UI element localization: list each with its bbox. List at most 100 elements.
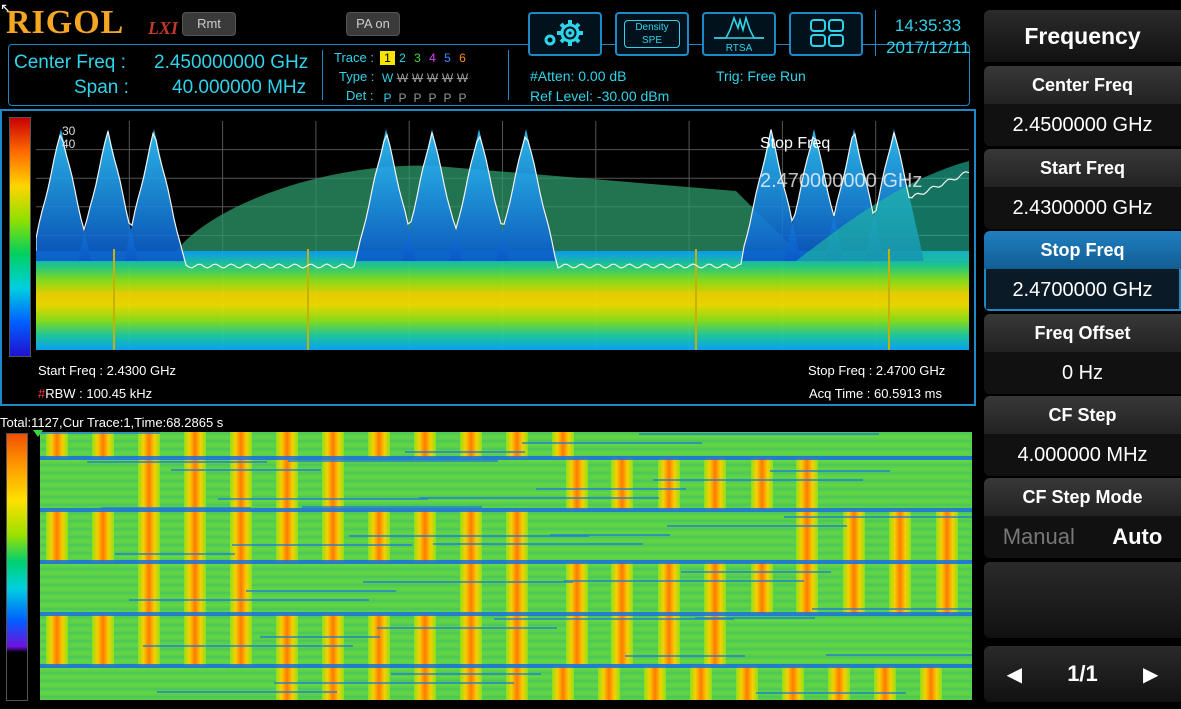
waterfall-burst [138,562,160,614]
waterfall-streak [302,506,482,508]
scale-tick-1: 30 [62,124,76,138]
waterfall-streak [377,627,557,629]
waterfall-streak [405,451,525,453]
waterfall-burst [598,666,620,700]
acq-time-readout: Acq Time : 60.5913 ms [809,386,942,401]
waterfall-burst [874,666,896,700]
waterfall-burst [704,562,726,614]
clock-date: 2017/12/11 [886,38,970,57]
span-value[interactable]: 40.000000 MHz [172,77,307,98]
waterfall-burst [138,458,160,510]
menu-item-cf-step-mode[interactable]: CF Step Mode Manual Auto [984,478,1181,558]
waterfall-burst [566,458,588,510]
menu-item-label: Start Freq [984,148,1181,187]
header-divider [322,50,323,100]
trace-label: Trace : [334,50,374,65]
waterfall-burst [506,432,528,458]
menu-item-start-freq[interactable]: Start Freq 2.4300000 GHz [984,148,1181,229]
waterfall-burst [276,614,298,666]
trace-4[interactable]: 4 [429,51,436,65]
prev-page-icon[interactable]: ◀ [1006,663,1022,686]
waterfall-row [40,504,972,506]
density-spectrum-plot[interactable] [36,121,969,350]
waterfall-burst [276,432,298,458]
menu-item-freq-offset[interactable]: Freq Offset 0 Hz [984,313,1181,394]
waterfall-streak [363,581,573,583]
waterfall-burst [506,562,528,614]
cf-step-mode-label: CF Step Mode [984,478,1181,516]
settings-button[interactable] [528,12,602,56]
trace-2[interactable]: 2 [399,51,406,65]
waterfall-streak [667,525,847,527]
trace-1[interactable]: 1 [380,51,395,65]
waterfall-burst [611,562,633,614]
menu-item-cf-step[interactable]: CF Step 4.000000 MHz [984,396,1181,476]
waterfall-row [40,464,972,466]
next-page-icon[interactable]: ▶ [1142,663,1159,686]
waterfall-streak [391,673,541,675]
menu-item-stop-freq[interactable]: Stop Freq 2.4700000 GHz [984,231,1181,311]
waterfall-burst [736,666,758,700]
waterfall-burst [611,458,633,510]
det-3: P [413,91,422,105]
cf-step-mode-auto[interactable]: Auto [1112,524,1163,549]
waterfall-burst [138,614,160,666]
center-freq-label: Center Freq : [14,52,126,73]
cf-step-mode-manual[interactable]: Manual [1002,524,1075,549]
waterfall-burst [322,432,344,458]
density-spe-button[interactable]: Density SPE [615,12,689,56]
layout-button[interactable] [789,12,863,56]
waterfall-burst [230,458,252,510]
type-3: W [411,71,424,85]
waterfall-burst [184,510,206,562]
spectrum-peak [741,129,801,261]
rtsa-button[interactable]: RTSA [702,12,776,56]
waterfall-burst [230,432,252,458]
waterfall-gap-line [40,664,972,668]
type-1: W [381,71,394,85]
waterfall-burst [230,510,252,562]
spectrum-peak [402,129,462,261]
rtsa-spectrum-icon [714,15,764,39]
waterfall-burst [368,614,390,666]
density-color-scale [9,117,31,357]
rtsa-label: RTSA [725,43,753,54]
waterfall-burst [506,614,528,666]
waterfall-streak [274,682,514,684]
waterfall-burst [230,562,252,614]
waterfall-streak [157,691,337,693]
menu-item-label: Stop Freq [984,231,1181,269]
waterfall-burst [889,562,911,614]
waterfall-plot[interactable] [40,432,972,700]
waterfall-burst [552,432,574,458]
spectrum-peak [78,129,138,261]
waterfall-burst [782,666,804,700]
spectrum-peak [124,129,184,261]
waterfall-burst [828,666,850,700]
waterfall-burst [46,510,68,562]
waterfall-color-scale [6,433,28,701]
det-2: P [398,91,407,105]
waterfall-streak [784,516,972,518]
type-5: W [441,71,454,85]
spectrum-panel[interactable] [0,109,976,406]
waterfall-burst [796,458,818,510]
waterfall-burst [704,458,726,510]
waterfall-row [40,492,972,494]
menu-item-value: 2.4500000 GHz [1012,114,1153,136]
menu-item-label: Freq Offset [984,313,1181,352]
trace-5[interactable]: 5 [444,51,451,65]
waterfall-streak [508,664,718,666]
stop-freq-readout: Stop Freq : 2.4700 GHz [808,363,946,378]
trace-3[interactable]: 3 [414,51,421,65]
rigol-logo: RIGOL [6,4,125,41]
waterfall-burst [184,614,206,666]
menu-item-center-freq[interactable]: Center Freq 2.4500000 GHz [984,66,1181,146]
trace-6[interactable]: 6 [459,51,466,65]
spectrum-peak [784,129,844,261]
clock-divider [875,10,876,56]
cursor-arrow-icon: ↖ [0,0,12,16]
center-freq-value[interactable]: 2.450000000 GHz [154,52,309,73]
